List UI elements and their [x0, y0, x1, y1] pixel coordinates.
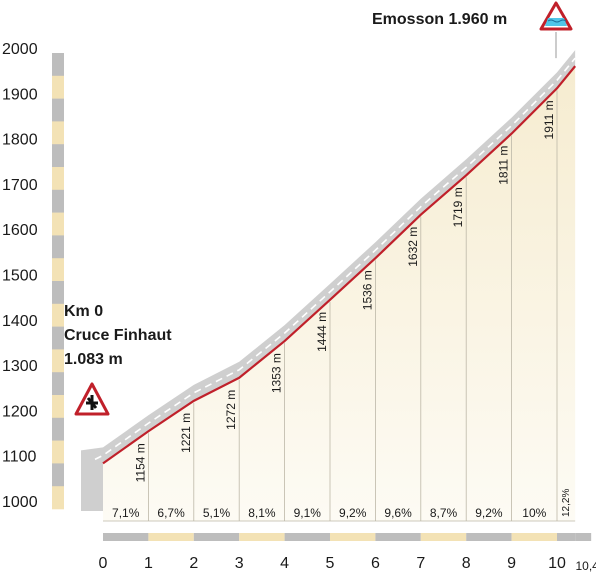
start-label-elevation: 1.083 m [64, 351, 123, 368]
x-axis-segment [239, 533, 285, 541]
gradient-labels: 7,1% 6,7% 5,1% 8,1% 9,1% 9,2% 9,6% 8,7% 9,2% 10% 1… [112, 489, 572, 520]
gradient-label: 7,1% [112, 506, 140, 520]
elevation-label: 1353 m [270, 353, 284, 393]
elevation-label: 1719 m [451, 187, 465, 227]
y-axis-segment [52, 440, 64, 464]
gradient-label: 9,2% [475, 506, 503, 520]
elevation-label: 1272 m [224, 390, 238, 430]
y-axis-segment [52, 212, 64, 236]
y-tick-label: 2000 [2, 41, 38, 58]
start-label-km: Km 0 [64, 303, 103, 320]
y-axis-segment [52, 281, 64, 305]
elevation-label: 1536 m [360, 270, 374, 310]
y-axis-segment [52, 326, 64, 350]
x-tick-label: 1 [144, 555, 153, 572]
gradient-label: 9,6% [384, 506, 412, 520]
signs [74, 1, 573, 416]
gradient-label: 8,1% [248, 506, 276, 520]
y-axis-segment [52, 258, 64, 282]
x-tick-label: 2 [189, 555, 198, 572]
x-axis-segment [511, 533, 557, 541]
gradient-label: 12,2% [561, 489, 572, 517]
x-axis-segment [193, 533, 240, 541]
x-tick-label: 6 [371, 555, 380, 572]
profile-fill [103, 66, 576, 522]
y-axis-segment [52, 395, 64, 419]
elevation-label: 1221 m [179, 413, 193, 453]
gradient-label: 9,1% [294, 506, 322, 520]
x-axis-segment [466, 533, 512, 541]
elevation-label: 1911 m [542, 100, 556, 139]
x-tick-label: 0 [99, 555, 108, 572]
y-tick-label: 1000 [2, 494, 38, 511]
y-axis-segment [52, 463, 64, 487]
y-tick-label: 1200 [2, 403, 38, 420]
wave-symbol [547, 19, 567, 23]
y-tick-label: 1100 [2, 449, 37, 466]
x-tick-label: 10 [548, 555, 566, 572]
elevation-label: 1811 m [497, 146, 511, 185]
x-axis-segment [330, 533, 376, 541]
gradient-label: 9,2% [339, 506, 367, 520]
y-axis-segment [52, 349, 64, 373]
y-axis-segment [52, 189, 64, 213]
y-axis-segment [52, 486, 64, 510]
finish-label: Emosson 1.960 m [372, 11, 507, 28]
elevation-label: 1444 m [315, 312, 329, 352]
km-gridlines [103, 90, 576, 522]
x-axis-segment [575, 533, 592, 541]
profile-line [102, 65, 577, 465]
y-axis-segment [52, 98, 64, 122]
x-axis-segment [148, 533, 194, 541]
y-tick-label: 1900 [2, 86, 38, 103]
road-centerline [94, 57, 576, 461]
y-axis-segment [52, 144, 64, 168]
y-tick-label: 1600 [2, 222, 38, 239]
x-tick-label: 3 [235, 555, 244, 572]
x-tick-label: 9 [507, 555, 516, 572]
x-tick-label: 7 [416, 555, 425, 572]
y-tick-label: 1400 [2, 313, 38, 330]
elevation-label: 1632 m [406, 227, 420, 267]
x-tick-label: 4 [280, 555, 289, 572]
y-tick-label: 1300 [2, 358, 38, 375]
profile-polyline [102, 65, 577, 465]
x-axis: 0 1 2 3 4 5 6 7 8 9 10 10,4 [99, 533, 596, 573]
y-axis-segment [52, 53, 64, 77]
y-axis-segment [52, 167, 64, 191]
gradient-label: 5,1% [203, 506, 231, 520]
y-tick-label: 1700 [2, 177, 38, 194]
gradient-label: 10% [522, 506, 546, 520]
y-axis-segment [52, 303, 64, 327]
x-axis-segment [420, 533, 467, 541]
y-tick-label: 1800 [2, 132, 38, 149]
elevation-labels: 1154 m 1221 m 1272 m 1353 m 1444 m 1536 m 1632… [133, 100, 556, 482]
y-axis-segment [52, 372, 64, 396]
y-tick-label: 1500 [2, 268, 38, 285]
x-tick-label: 10,4 [575, 559, 596, 573]
elevation-label: 1154 m [133, 443, 147, 482]
x-axis-segment [557, 533, 576, 541]
y-axis: 1000 1100 1200 1300 1400 1500 1600 1700 1800 1900… [2, 41, 64, 511]
profile-area [103, 66, 576, 522]
road-band-start [81, 450, 103, 511]
y-axis-segment [52, 75, 64, 99]
x-tick-label: 5 [326, 555, 335, 572]
y-axis-segment [52, 417, 64, 441]
hairpin-symbol [86, 395, 98, 410]
x-axis-segment [103, 533, 149, 541]
x-axis-segment [284, 533, 330, 541]
y-axis-segment [52, 235, 64, 259]
x-tick-label: 8 [462, 555, 471, 572]
x-axis-segment [375, 533, 421, 541]
gradient-label: 6,7% [157, 506, 185, 520]
y-axis-segment [52, 121, 64, 145]
start-label-name: Cruce Finhaut [64, 327, 172, 344]
gradient-label: 8,7% [430, 506, 458, 520]
road-band [81, 50, 576, 511]
